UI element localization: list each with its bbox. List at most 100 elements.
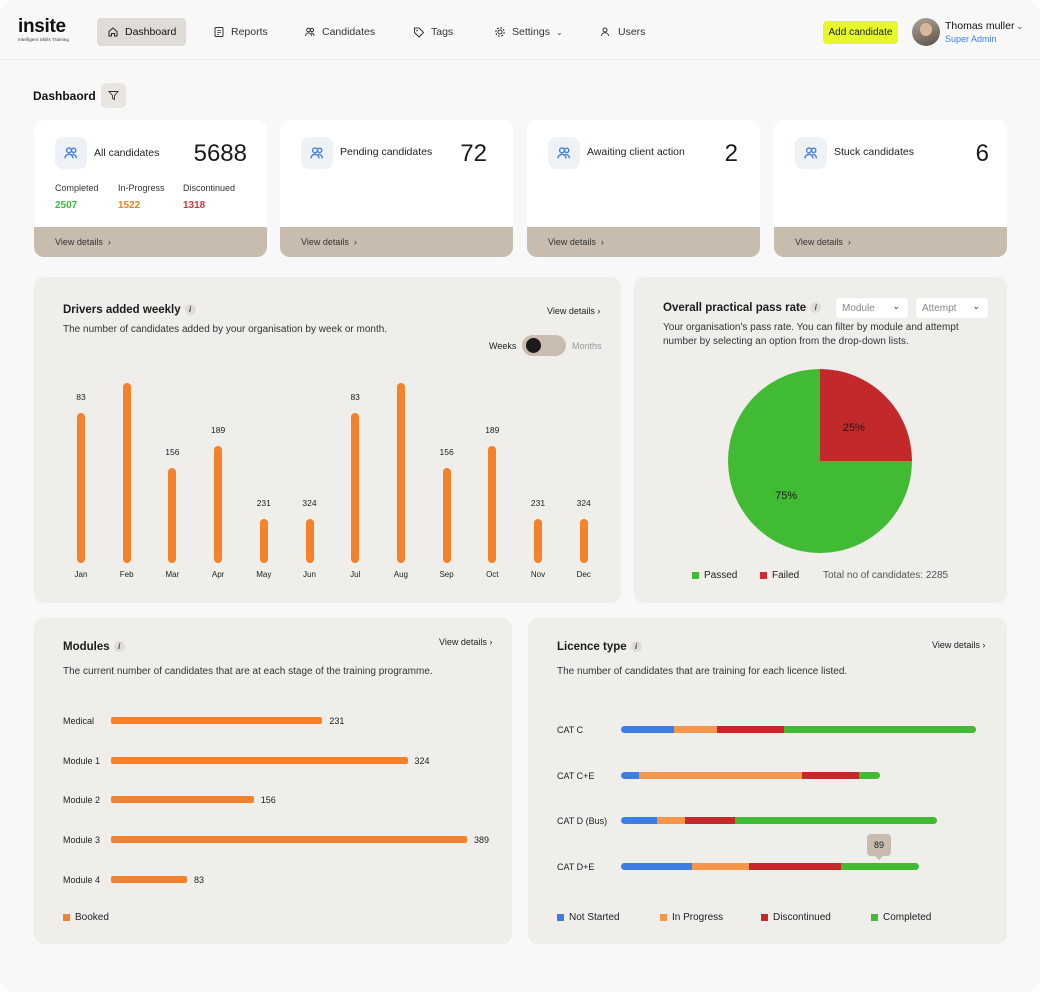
panel-title: Licence type i [557,641,642,653]
module-label: Module 4 [63,874,101,885]
licence-bar-segment-not-started[interactable] [621,817,657,824]
chart-bar [214,445,223,563]
pie-slice-label: 25% [843,422,865,434]
module-bar [111,836,467,844]
info-icon[interactable]: i [184,304,196,316]
licence-bar-segment-completed[interactable] [841,862,920,870]
panel-title: Modules i [63,641,125,653]
licence-bar-segment-discontinued[interactable] [748,862,842,870]
attempt-select[interactable]: Attempt ⌄ [916,298,988,318]
tag-icon [414,27,425,38]
chevron-right-icon: › [353,237,357,247]
licence-bar-segment-in-progress[interactable] [692,862,749,870]
info-icon[interactable]: i [113,641,125,653]
stat-card-awaiting: Awaiting client action 2 View details › [527,120,760,257]
legend-swatch [692,572,699,579]
licence-panel [528,618,1007,944]
licence-bar-segment-not-started[interactable] [621,726,675,733]
chart-data-label: 189 [485,424,500,435]
nav-label-settings: Settings [512,26,550,38]
chart-category-label: Jul [350,570,361,579]
licence-bar-segment-not-started[interactable] [621,862,692,870]
chevron-down-icon[interactable]: ⌄ [1016,21,1024,31]
nav-label-users: Users [618,26,646,38]
nav-item-dashboard[interactable]: Dashboard [97,18,187,46]
chart-bar [259,519,268,563]
brand-name: insite [18,16,66,37]
users-icon [795,137,827,169]
module-label: Medical [63,716,95,726]
licence-bar-segment-completed[interactable] [734,817,937,824]
avatar[interactable] [912,18,940,46]
info-icon[interactable]: i [810,302,822,314]
view-details-link[interactable]: View details › [527,227,760,257]
legend-label: Completed [883,912,932,923]
nav-item-users[interactable]: Users [590,18,655,46]
legend-in-progress: In Progress [660,912,723,923]
view-details-link[interactable]: View details › [932,640,985,650]
nav-item-tags[interactable]: Tags [403,18,463,46]
add-candidate-button[interactable]: Add candidate [823,21,898,44]
licence-bar-segment-in-progress[interactable] [674,726,717,733]
licence-bar-segment-discontinued[interactable] [716,726,785,733]
module-value: 324 [414,755,430,766]
info-icon[interactable]: i [630,641,642,653]
chart-category-label: Aug [393,570,408,579]
chart-bar [122,383,131,563]
view-details-link[interactable]: View details › [280,227,513,257]
licence-bar-segment-in-progress[interactable] [656,817,685,824]
brand-logo[interactable]: insite Intelligent Skills Training [18,16,69,42]
view-details-label: View details [301,237,349,247]
legend-not-started: Not Started [557,912,620,923]
nav-item-settings[interactable]: Settings ⌄ [484,18,573,46]
licence-bar-segment-completed[interactable] [784,726,976,733]
view-details-link[interactable]: View details › [547,306,600,316]
chart-bar [168,468,177,563]
pie-slice-failed [820,369,912,461]
user-name[interactable]: Thomas muller [945,20,1015,32]
chart-data-label: 324 [576,498,591,508]
legend-label: Discontinued [773,912,831,923]
home-icon [108,27,118,37]
chart-bar [396,383,405,563]
users-icon [548,137,580,169]
stat-card-all-candidates: All candidates 5688 Completed In-Progres… [34,120,267,257]
chevron-right-icon: › [489,637,493,647]
chart-bar [442,468,451,563]
view-details-label: View details [547,306,595,316]
view-details-link[interactable]: View details › [34,227,267,257]
chart-category-label: Sep [439,570,454,579]
chart-data-label: 83 [76,392,86,402]
licence-label: CAT D (Bus) [557,816,608,826]
licence-label: CAT C+E [557,770,595,781]
weeks-months-toggle[interactable] [522,335,566,356]
panel-description: The number of candidates added by your o… [63,324,388,335]
filter-button[interactable] [101,83,126,108]
nav-item-reports[interactable]: Reports [203,18,278,46]
stat-value: 72 [460,140,487,167]
chart-bar [579,519,588,563]
stat-label: Awaiting client action [587,146,685,158]
chart-category-label: Jun [303,570,316,579]
pie-slice-passed [728,369,912,553]
legend-label: Passed [704,570,738,581]
module-value: 389 [474,835,490,846]
module-select[interactable]: Module ⌄ [836,298,908,318]
view-details-label: View details [439,637,487,647]
legend-booked: Booked [63,912,109,923]
chart-bar [77,413,85,563]
licence-bar-segment-completed[interactable] [858,771,881,779]
chart-data-label: 83 [350,392,360,402]
licence-bar-segment-not-started[interactable] [621,771,639,779]
chevron-right-icon: › [600,237,604,247]
drivers-weekly-panel [34,277,621,603]
licence-bar-segment-discontinued[interactable] [802,771,859,779]
nav-label-candidates: Candidates [322,26,376,38]
completed-label: Completed [55,183,99,193]
nav-item-candidates[interactable]: Candidates [294,18,385,46]
module-bar [111,756,408,764]
licence-bar-segment-discontinued[interactable] [684,817,735,824]
view-details-link[interactable]: View details › [439,637,492,647]
licence-bar-segment-in-progress[interactable] [638,771,803,779]
view-details-link[interactable]: View details › [774,227,1007,257]
